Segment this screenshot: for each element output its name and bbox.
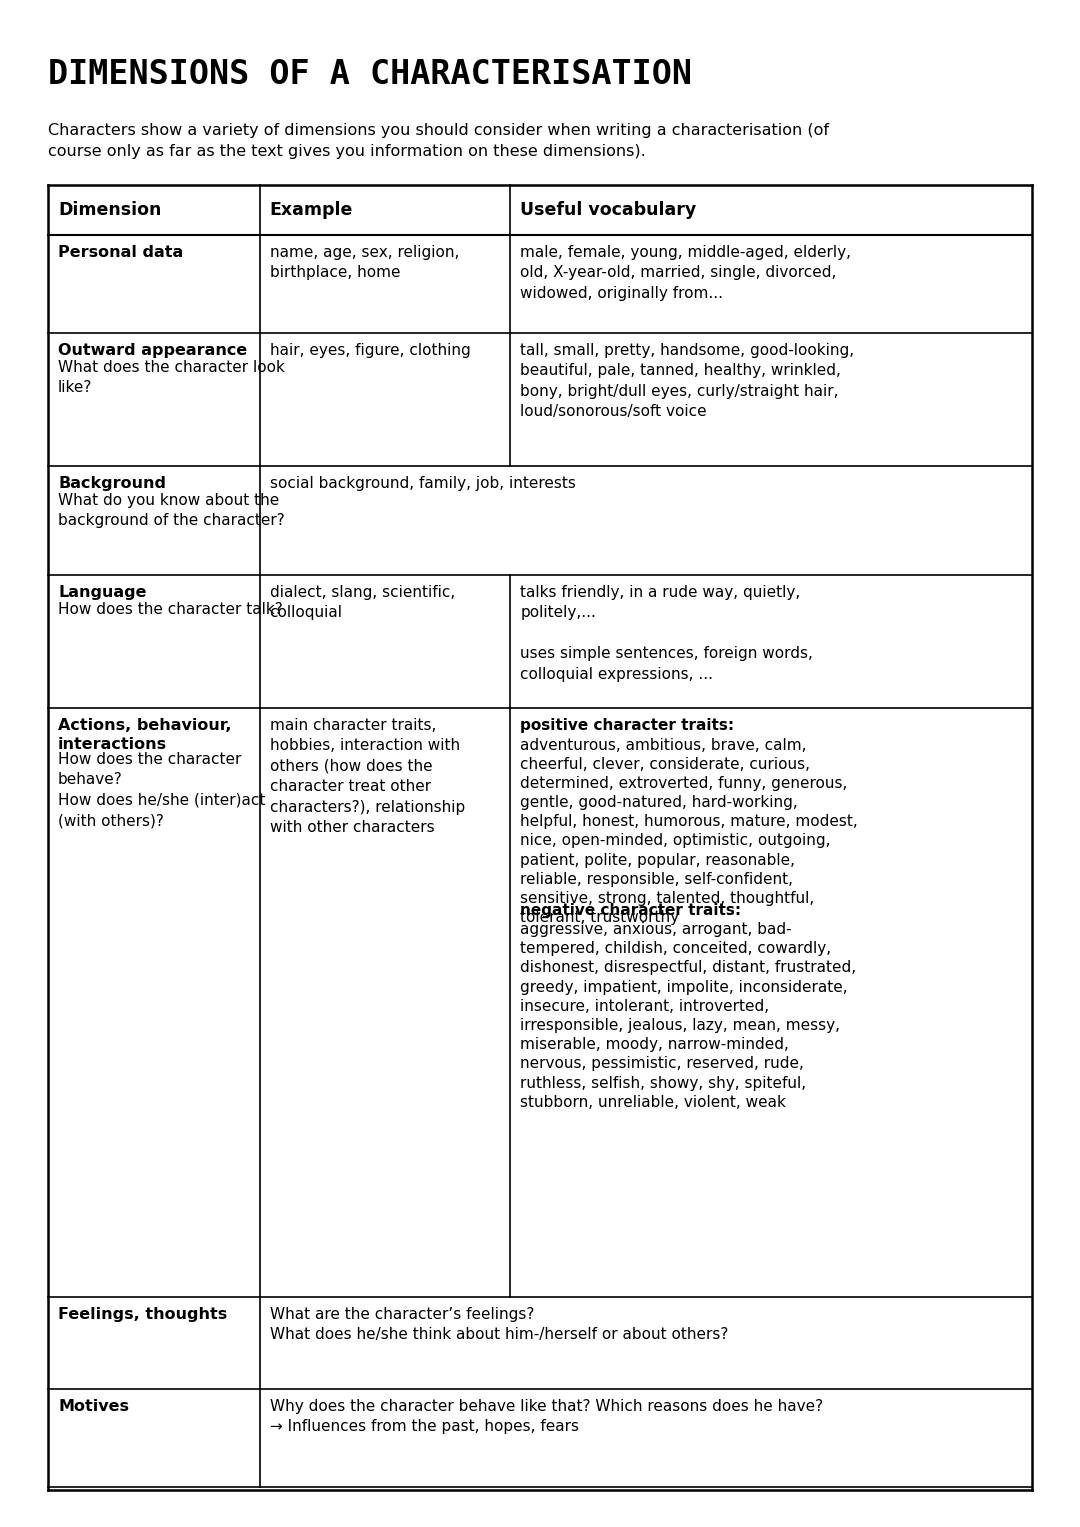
Text: What does the character look
like?: What does the character look like? [58,360,285,395]
Text: tall, small, pretty, handsome, good-looking,
beautiful, pale, tanned, healthy, w: tall, small, pretty, handsome, good-look… [521,344,854,420]
Text: hair, eyes, figure, clothing: hair, eyes, figure, clothing [270,344,470,357]
Text: Personal data: Personal data [58,244,184,260]
Text: Characters show a variety of dimensions you should consider when writing a chara: Characters show a variety of dimensions … [48,124,829,159]
Text: social background, family, job, interests: social background, family, job, interest… [270,476,576,492]
Text: talks friendly, in a rude way, quietly,
politely,...

uses simple sentences, for: talks friendly, in a rude way, quietly, … [521,585,813,681]
Text: Useful vocabulary: Useful vocabulary [521,202,697,218]
Text: DIMENSIONS OF A CHARACTERISATION: DIMENSIONS OF A CHARACTERISATION [48,58,692,92]
Text: Background: Background [58,476,166,492]
Text: How does the character talk?: How does the character talk? [58,602,283,617]
Text: positive character traits:: positive character traits: [521,718,734,733]
Text: What do you know about the
background of the character?: What do you know about the background of… [58,493,285,528]
Text: Language: Language [58,585,147,600]
Text: Outward appearance: Outward appearance [58,344,247,357]
Text: What are the character’s feelings?
What does he/she think about him-/herself or : What are the character’s feelings? What … [270,1307,728,1342]
Text: aggressive, anxious, arrogant, bad-
tempered, childish, conceited, cowardly,
dis: aggressive, anxious, arrogant, bad- temp… [521,922,856,1110]
Text: How does the character
behave?
How does he/she (inter)act
(with others)?: How does the character behave? How does … [58,751,266,828]
Text: name, age, sex, religion,
birthplace, home: name, age, sex, religion, birthplace, ho… [270,244,459,281]
Text: Motives: Motives [58,1399,129,1414]
Text: Feelings, thoughts: Feelings, thoughts [58,1307,227,1322]
Text: main character traits,
hobbies, interaction with
others (how does the
character : main character traits, hobbies, interact… [270,718,464,835]
Text: Why does the character behave like that? Which reasons does he have?
→ Influence: Why does the character behave like that?… [270,1399,823,1434]
Text: male, female, young, middle-aged, elderly,
old, X-year-old, married, single, div: male, female, young, middle-aged, elderl… [521,244,851,301]
Text: dialect, slang, scientific,
colloquial: dialect, slang, scientific, colloquial [270,585,455,620]
Text: Example: Example [270,202,353,218]
Text: negative character traits:: negative character traits: [521,902,742,918]
Text: adventurous, ambitious, brave, calm,
cheerful, clever, considerate, curious,
det: adventurous, ambitious, brave, calm, che… [521,738,859,925]
Text: Actions, behaviour,
interactions: Actions, behaviour, interactions [58,718,231,751]
Text: Dimension: Dimension [58,202,161,218]
